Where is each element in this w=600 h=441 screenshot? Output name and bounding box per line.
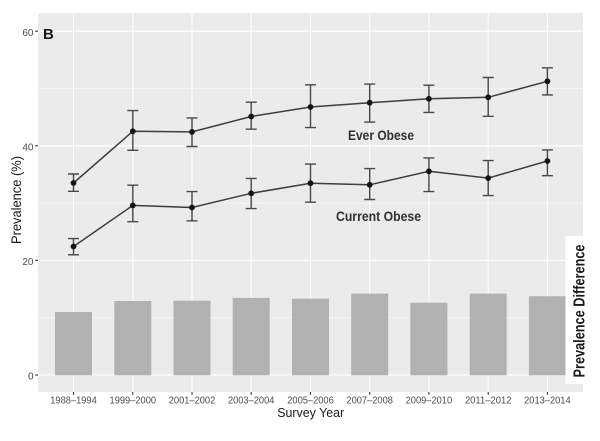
svg-text:2007–2008: 2007–2008	[346, 396, 393, 407]
svg-text:1999–2000: 1999–2000	[110, 396, 157, 407]
svg-text:2009–2010: 2009–2010	[406, 396, 453, 407]
svg-text:Survey Year: Survey Year	[277, 405, 345, 420]
svg-text:Prevalence (%): Prevalence (%)	[8, 156, 24, 244]
svg-text:Ever Obese: Ever Obese	[348, 127, 414, 143]
svg-text:2003–2004: 2003–2004	[228, 396, 275, 407]
svg-text:40: 40	[22, 143, 34, 154]
svg-text:2011–2012: 2011–2012	[465, 396, 512, 407]
svg-text:B: B	[43, 26, 54, 43]
svg-text:2013–2014: 2013–2014	[524, 396, 571, 407]
svg-text:0: 0	[28, 372, 34, 383]
svg-text:Prevalence Difference: Prevalence Difference	[572, 244, 589, 377]
svg-text:60: 60	[22, 28, 34, 39]
svg-text:Current Obese: Current Obese	[336, 208, 421, 224]
svg-text:1988–1994: 1988–1994	[50, 396, 97, 407]
svg-text:20: 20	[22, 257, 34, 268]
svg-text:2005–2006: 2005–2006	[287, 396, 334, 407]
svg-text:2001–2002: 2001–2002	[169, 396, 216, 407]
